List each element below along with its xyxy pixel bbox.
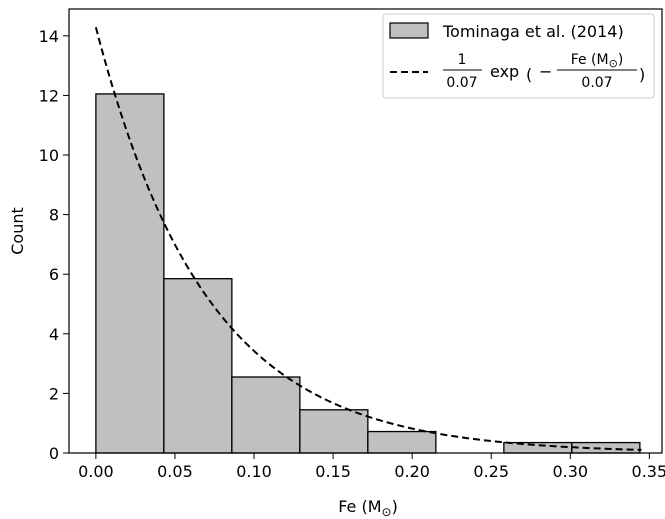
y-tick-label: 8 (49, 206, 59, 225)
histogram-bar (231, 376, 301, 454)
legend-minus: − (539, 62, 552, 81)
legend-inner-denominator: 0.07 (581, 75, 612, 91)
y-tick-label: 4 (49, 325, 59, 344)
y-tick-label: 0 (49, 444, 59, 463)
exponential-fit-curve (94, 27, 642, 451)
y-tick-label: 10 (39, 146, 59, 165)
x-tick-label: 0.00 (78, 462, 114, 481)
histogram-bar (367, 430, 437, 454)
histogram-bar (299, 409, 369, 454)
legend-close-paren: ) (639, 65, 645, 84)
legend-inner-numerator: Fe (M⊙) (571, 52, 624, 70)
y-tick-label: 14 (39, 27, 59, 46)
legend-curve-label: 1 0.07 exp ( − Fe (M⊙) 0.07 ) (443, 52, 645, 91)
y-axis-label: Count (8, 207, 27, 255)
histogram-bars (95, 93, 641, 454)
histogram-bar (503, 441, 573, 454)
legend-box (382, 13, 655, 99)
x-tick-label: 0.25 (473, 462, 509, 481)
legend-exp: exp (490, 62, 519, 81)
y-tick-label: 2 (49, 384, 59, 403)
x-axis-ticks: 0.00 0.05 0.10 0.15 0.20 0.25 0.30 0.35 (78, 453, 665, 481)
y-axis-ticks: 0 2 4 6 8 10 12 14 (39, 27, 69, 463)
x-tick-label: 0.15 (315, 462, 351, 481)
x-tick-label: 0.10 (236, 462, 272, 481)
x-axis-label: Fe (M⊙) (338, 497, 398, 519)
legend: Tominaga et al. (2014) 1 0.07 exp ( − Fe… (382, 13, 655, 99)
x-tick-label: 0.30 (552, 462, 588, 481)
legend-frac-numerator: 1 (458, 52, 467, 68)
plot-frame (68, 8, 663, 454)
x-tick-label: 0.20 (394, 462, 430, 481)
legend-frac-denominator: 0.07 (446, 75, 477, 91)
x-tick-label: 0.05 (157, 462, 193, 481)
y-tick-label: 12 (39, 86, 59, 105)
x-tick-label: 0.35 (632, 462, 665, 481)
legend-open-paren: ( (526, 65, 532, 84)
y-tick-label: 6 (49, 265, 59, 284)
legend-histogram-swatch (389, 22, 429, 39)
legend-histogram-label: Tominaga et al. (2014) (442, 22, 624, 41)
histogram-bar (163, 278, 233, 454)
histogram-bar (95, 93, 165, 454)
